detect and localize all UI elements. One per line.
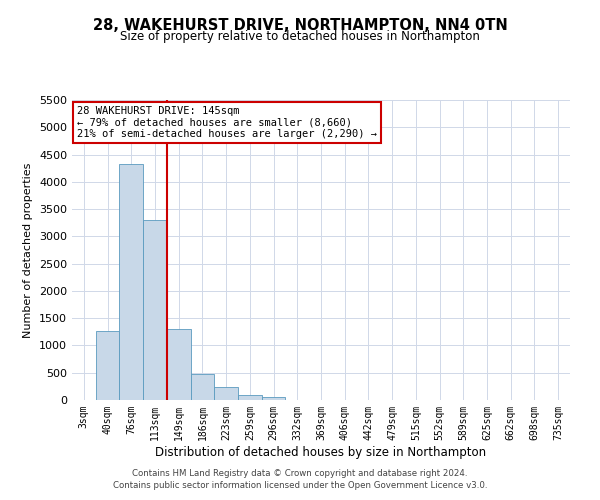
Bar: [119, 164, 143, 400]
Bar: [191, 374, 214, 400]
Text: 28 WAKEHURST DRIVE: 145sqm
← 79% of detached houses are smaller (8,660)
21% of s: 28 WAKEHURST DRIVE: 145sqm ← 79% of deta…: [77, 106, 377, 139]
Text: Contains HM Land Registry data © Crown copyright and database right 2024.: Contains HM Land Registry data © Crown c…: [132, 468, 468, 477]
Text: Size of property relative to detached houses in Northampton: Size of property relative to detached ho…: [120, 30, 480, 43]
Bar: [96, 330, 119, 400]
Bar: [238, 395, 262, 400]
Bar: [262, 398, 286, 400]
Bar: [214, 388, 238, 400]
Text: 28, WAKEHURST DRIVE, NORTHAMPTON, NN4 0TN: 28, WAKEHURST DRIVE, NORTHAMPTON, NN4 0T…: [92, 18, 508, 32]
Bar: [143, 220, 167, 400]
Text: Contains public sector information licensed under the Open Government Licence v3: Contains public sector information licen…: [113, 481, 487, 490]
Y-axis label: Number of detached properties: Number of detached properties: [23, 162, 34, 338]
X-axis label: Distribution of detached houses by size in Northampton: Distribution of detached houses by size …: [155, 446, 487, 458]
Bar: [167, 329, 191, 400]
